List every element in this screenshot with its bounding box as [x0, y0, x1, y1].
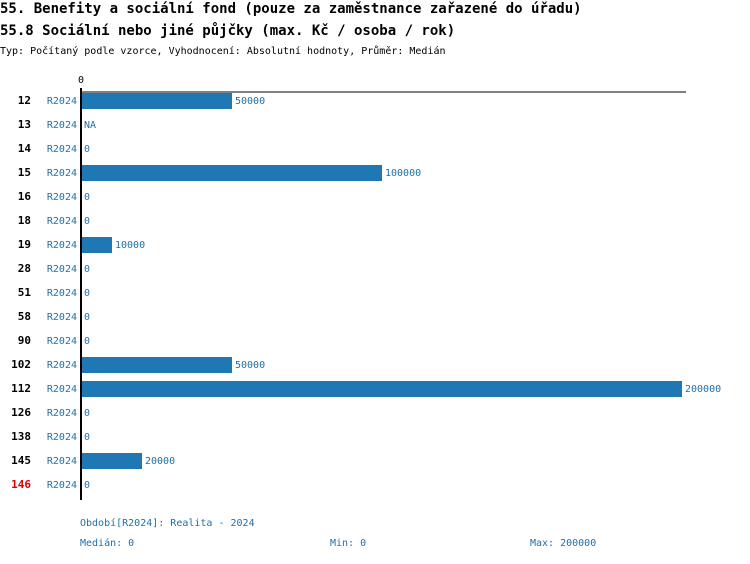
category-label: 16	[18, 190, 32, 203]
value-label: 0	[84, 264, 90, 275]
x-tick-label: 0	[78, 75, 84, 86]
category-label: 51	[18, 286, 32, 299]
value-label: 0	[84, 312, 90, 323]
period-label: R2024	[47, 192, 77, 203]
value-label: 100000	[385, 168, 421, 179]
period-label: R2024	[47, 168, 77, 179]
period-label: R2024	[47, 336, 77, 347]
category-label: 138	[11, 430, 31, 443]
bar	[82, 165, 382, 181]
category-label: 145	[11, 454, 31, 467]
category-label: 90	[18, 334, 31, 347]
value-label: 10000	[115, 240, 145, 251]
value-label: NA	[84, 120, 96, 131]
value-label: 0	[84, 144, 90, 155]
category-label: 18	[18, 214, 31, 227]
period-label: R2024	[47, 144, 77, 155]
footer-max: Max: 200000	[530, 538, 596, 549]
value-label: 0	[84, 216, 90, 227]
value-label: 200000	[685, 384, 721, 395]
period-label: R2024	[47, 240, 77, 251]
footer-min: Min: 0	[330, 538, 366, 549]
bar	[82, 381, 682, 397]
value-label: 50000	[235, 360, 265, 371]
category-label: 15	[18, 166, 31, 179]
category-label: 28	[18, 262, 31, 275]
period-label: R2024	[47, 456, 77, 467]
value-label: 0	[84, 432, 90, 443]
category-label: 19	[18, 238, 31, 251]
bar	[82, 453, 142, 469]
period-label: R2024	[47, 288, 77, 299]
value-label: 0	[84, 192, 90, 203]
period-label: R2024	[47, 408, 77, 419]
bar	[82, 93, 232, 109]
period-label: R2024	[47, 480, 77, 491]
period-label: R2024	[47, 360, 77, 371]
chart-note: Typ: Počítaný podle vzorce, Vyhodnocení:…	[0, 45, 446, 57]
footer-median: Medián: 0	[80, 537, 134, 549]
category-label: 13	[18, 118, 31, 131]
category-label: 14	[18, 142, 32, 155]
bar	[82, 357, 232, 373]
chart-subtitle: 55.8 Sociální nebo jiné půjčky (max. Kč …	[0, 22, 455, 39]
category-label: 146	[11, 478, 31, 491]
value-label: 0	[84, 480, 90, 491]
category-label: 102	[11, 358, 31, 371]
value-label: 20000	[145, 456, 175, 467]
category-label: 12	[18, 94, 31, 107]
period-label: R2024	[47, 120, 77, 131]
category-label: 126	[11, 406, 31, 419]
bar	[82, 237, 112, 253]
period-label: R2024	[47, 96, 77, 107]
footer-period: Období[R2024]: Realita - 2024	[80, 517, 255, 529]
value-label: 0	[84, 336, 90, 347]
category-label: 58	[18, 310, 31, 323]
period-label: R2024	[47, 384, 77, 395]
period-label: R2024	[47, 432, 77, 443]
value-label: 0	[84, 288, 90, 299]
value-label: 50000	[235, 96, 265, 107]
chart-title: 55. Benefity a sociální fond (pouze za z…	[0, 1, 582, 17]
category-label: 112	[11, 382, 31, 395]
period-label: R2024	[47, 216, 77, 227]
period-label: R2024	[47, 264, 77, 275]
period-label: R2024	[47, 312, 77, 323]
value-label: 0	[84, 408, 90, 419]
